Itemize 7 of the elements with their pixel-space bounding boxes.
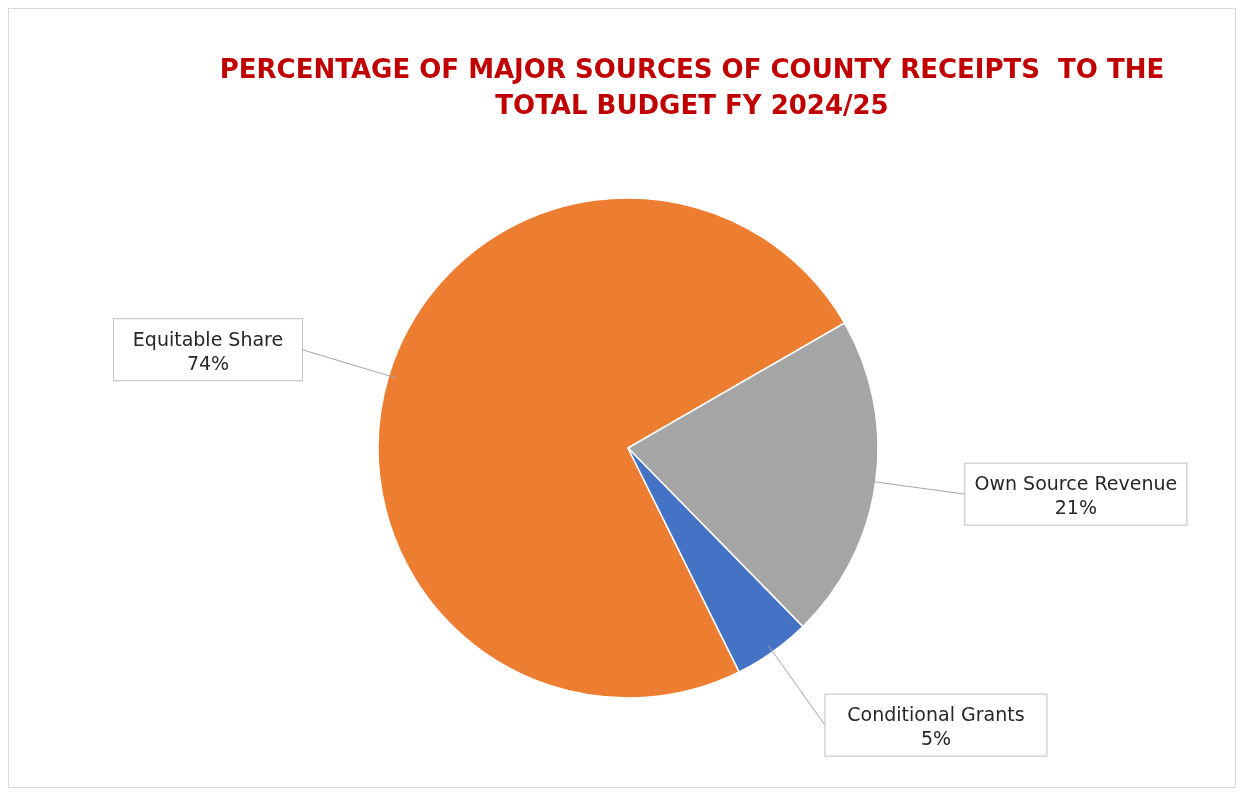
chart-title: PERCENTAGE OF MAJOR SOURCES OF COUNTY RECEIPTS TO THE TOTAL BUDGET FY 2024/25 [219, 54, 1165, 120]
slice-label: Equitable Share [132, 327, 284, 350]
slice-label: Conditional Grants [847, 703, 1025, 726]
data-label: 74% [186, 351, 230, 374]
data-label: 5% [920, 727, 952, 750]
data-label: 21% [1054, 496, 1097, 519]
slice-label: Own Source Revenue [974, 472, 1178, 495]
